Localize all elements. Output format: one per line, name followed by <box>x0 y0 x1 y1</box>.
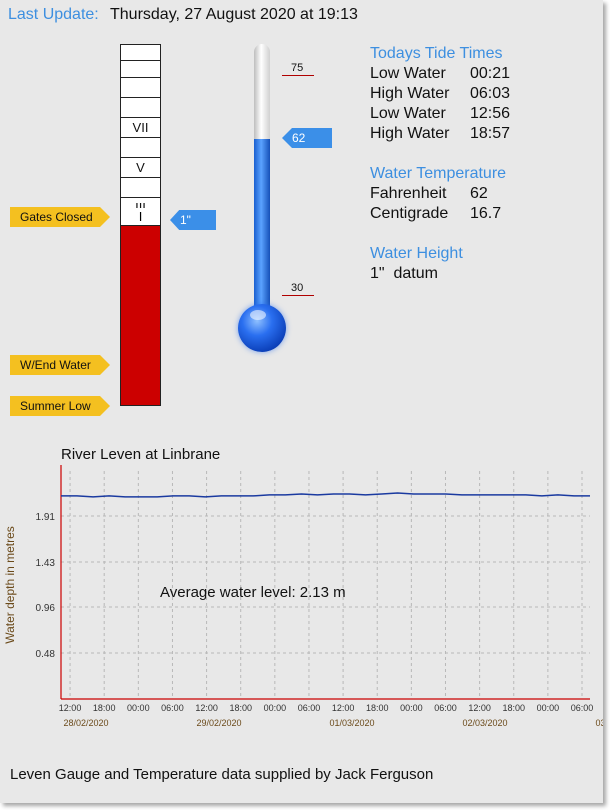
bulb-highlight <box>250 310 266 320</box>
x-tick-time: 06:00 <box>298 703 321 713</box>
tide-time: 12:56 <box>470 105 511 122</box>
tide-label: High Water <box>370 85 450 102</box>
tide-label: High Water <box>370 125 450 142</box>
x-tick-time: 12:00 <box>59 703 82 713</box>
x-tick-time: 12:00 <box>195 703 218 713</box>
water-height-value: 1" datum <box>370 265 438 282</box>
x-tick-time: 00:00 <box>264 703 287 713</box>
x-tick-time: 00:00 <box>400 703 423 713</box>
x-tick-time: 06:00 <box>571 703 594 713</box>
gauge-cell <box>121 138 160 158</box>
temp-value-centigrade: 16.7 <box>470 205 502 222</box>
thermometer-value-marker: 62 <box>282 128 332 148</box>
x-tick-date: 28/02/2020 <box>63 718 108 728</box>
tide-label: Low Water <box>370 105 446 122</box>
gauge-cell <box>121 45 160 61</box>
tide-times-title: Todays Tide Times <box>370 45 503 62</box>
scale-top-number: 75 <box>291 62 304 74</box>
tide-time: 06:03 <box>470 85 511 102</box>
gauge-numeral-vii: VII <box>121 118 160 138</box>
gauge-cell <box>121 98 160 118</box>
x-tick-date: 29/02/2020 <box>196 718 241 728</box>
average-level-annotation: Average water level: 2.13 m <box>160 584 346 601</box>
gauge-cell <box>121 178 160 198</box>
data-credit: Leven Gauge and Temperature data supplie… <box>10 766 434 783</box>
tide-label: Low Water <box>370 65 446 82</box>
wend-water-tag: W/End Water <box>10 355 110 375</box>
tide-time: 18:57 <box>470 125 511 142</box>
x-tick-time: 18:00 <box>366 703 389 713</box>
gauge-numeral-i: I <box>121 208 160 226</box>
water-level-chart: 0.48 0.96 1.43 1.91 12:00 18:00 00:00 06:00 12:0… <box>3 465 603 728</box>
thermometer-mercury <box>254 139 270 316</box>
water-temperature-title: Water Temperature <box>370 165 507 182</box>
scale-top-line <box>282 75 314 76</box>
x-tick-time: 12:00 <box>332 703 355 713</box>
x-tick-time: 18:00 <box>229 703 252 713</box>
x-tick-time: 06:00 <box>434 703 457 713</box>
gauge-level-marker: 1" <box>170 210 216 230</box>
chart-title: River Leven at Linbrane <box>61 446 221 463</box>
gauge-cell <box>121 61 160 78</box>
y-tick-label: 0.48 <box>36 649 56 660</box>
last-update-date: Thursday, 27 August 2020 at 19:13 <box>110 6 358 23</box>
y-tick-label: 1.91 <box>36 512 56 523</box>
x-tick-time: 00:00 <box>537 703 560 713</box>
x-tick-date: 03/03/2020 <box>595 718 603 728</box>
temp-label-centigrade: Centigrade <box>370 205 449 222</box>
y-tick-label: 0.96 <box>36 603 56 614</box>
gates-closed-tag: Gates Closed <box>10 207 110 227</box>
gauge-water-fill <box>121 225 160 405</box>
x-tick-time: 06:00 <box>161 703 184 713</box>
x-tick-time: 12:00 <box>468 703 491 713</box>
series-line <box>61 492 590 498</box>
water-height-title: Water Height <box>370 245 463 262</box>
tide-time: 00:21 <box>470 65 511 82</box>
scale-bottom-line <box>282 295 314 296</box>
x-tick-time: 18:00 <box>502 703 525 713</box>
last-update-label: Last Update: <box>8 6 99 23</box>
x-tick-time: 18:00 <box>93 703 116 713</box>
y-axis-label: Water depth in metres <box>3 526 17 644</box>
y-tick-label: 1.43 <box>36 558 56 569</box>
x-tick-date: 02/03/2020 <box>462 718 507 728</box>
gauge-cell <box>121 78 160 98</box>
summer-low-tag: Summer Low <box>10 396 110 416</box>
x-tick-time: 00:00 <box>127 703 150 713</box>
x-tick-date: 01/03/2020 <box>329 718 374 728</box>
temp-value-fahrenheit: 62 <box>470 185 488 202</box>
gauge-numeral-v: V <box>121 158 160 178</box>
scale-bottom-number: 30 <box>291 282 304 294</box>
temp-label-fahrenheit: Fahrenheit <box>370 185 447 202</box>
